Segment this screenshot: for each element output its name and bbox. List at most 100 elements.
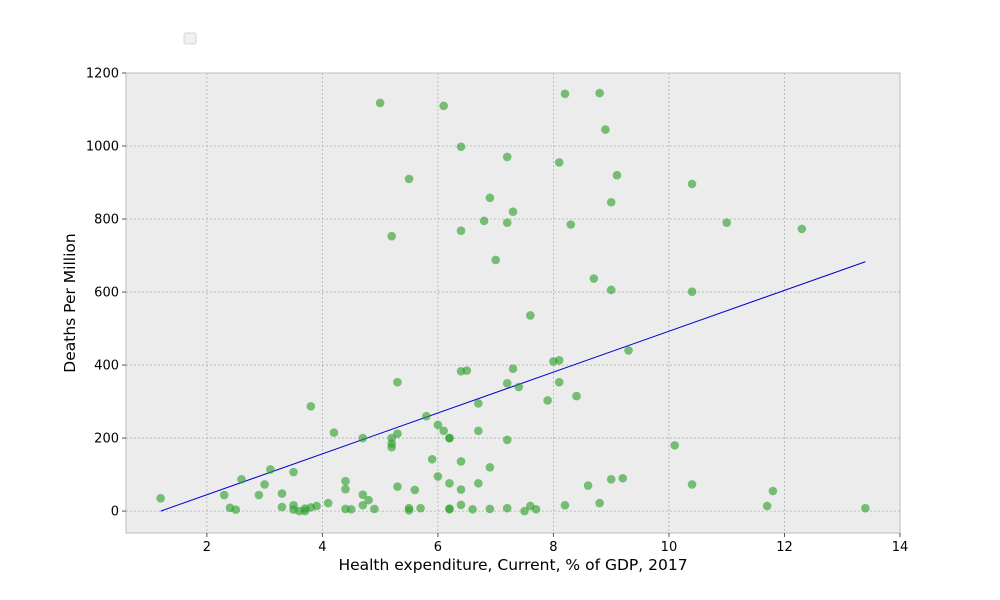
y-axis-label: Deaths Per Million	[61, 233, 79, 372]
data-point	[416, 503, 425, 513]
data-point	[410, 485, 420, 495]
data-point	[502, 503, 512, 513]
data-point	[554, 356, 564, 365]
data-point	[260, 480, 269, 489]
data-point	[358, 490, 368, 499]
data-point	[393, 429, 402, 438]
data-point	[491, 255, 500, 265]
data-points	[156, 88, 870, 516]
data-point	[387, 442, 397, 452]
data-point	[323, 498, 333, 508]
x-ticks: 2 4 6 8 10 12 14	[203, 533, 908, 555]
data-point	[445, 479, 454, 488]
data-point	[364, 495, 373, 505]
data-point	[606, 475, 616, 484]
data-point	[468, 504, 477, 514]
data-point	[404, 506, 414, 515]
data-point	[219, 490, 229, 500]
data-point	[370, 504, 379, 514]
data-point	[566, 220, 576, 229]
data-point	[433, 472, 443, 481]
data-point	[560, 89, 570, 99]
data-point	[277, 502, 287, 512]
data-point	[456, 226, 466, 236]
data-point	[445, 504, 454, 514]
data-point	[687, 287, 697, 296]
data-point	[502, 379, 512, 388]
data-point	[433, 420, 443, 430]
x-axis-label: Health expenditure, Current, % of GDP, 2…	[338, 556, 687, 574]
data-point	[254, 490, 264, 500]
data-point	[485, 462, 495, 472]
x-tick-label: 8	[549, 540, 557, 555]
data-point	[462, 366, 472, 375]
data-point	[554, 377, 564, 387]
data-point	[306, 402, 316, 411]
data-point	[474, 399, 483, 408]
data-point	[618, 473, 628, 483]
data-point	[289, 467, 298, 477]
legend-box	[183, 32, 197, 45]
y-tick-label: 1000	[86, 140, 119, 155]
data-point	[612, 170, 622, 180]
data-point	[514, 382, 524, 392]
data-point	[589, 274, 599, 283]
data-point	[387, 231, 397, 241]
data-point	[520, 506, 529, 516]
regression-line	[160, 261, 866, 512]
data-point	[606, 285, 616, 295]
data-point	[427, 454, 437, 464]
data-point	[456, 142, 466, 152]
data-point	[439, 426, 448, 436]
data-point	[341, 484, 350, 494]
data-point	[346, 504, 356, 514]
data-point	[502, 435, 512, 445]
data-point	[762, 501, 772, 511]
data-point	[543, 396, 552, 405]
data-point	[687, 179, 697, 189]
data-point	[312, 501, 321, 511]
data-point	[266, 465, 275, 474]
x-tick-label: 6	[434, 540, 442, 555]
data-point	[624, 346, 633, 355]
data-point	[531, 504, 541, 514]
data-point	[502, 152, 512, 162]
data-point	[861, 503, 870, 513]
data-point	[670, 441, 680, 450]
data-point	[439, 101, 448, 111]
data-point	[595, 88, 604, 98]
data-point	[474, 479, 483, 488]
data-point	[156, 494, 165, 503]
data-point	[560, 500, 570, 510]
data-point	[456, 485, 466, 494]
y-tick-label: 800	[94, 213, 119, 228]
data-point	[601, 125, 610, 134]
data-point	[687, 480, 697, 489]
data-point	[722, 218, 732, 227]
y-tick-label: 200	[94, 432, 119, 447]
data-point	[277, 489, 287, 498]
data-point	[393, 482, 402, 491]
data-point	[606, 197, 616, 207]
data-point	[768, 486, 778, 496]
data-point	[329, 428, 339, 437]
data-point	[485, 504, 495, 514]
data-point	[375, 98, 385, 108]
data-point	[572, 391, 581, 401]
regression-line-group	[160, 261, 866, 512]
data-point	[526, 311, 535, 320]
data-point	[479, 216, 489, 226]
y-tick-label: 400	[94, 359, 119, 374]
plot-background	[126, 73, 900, 533]
data-point	[508, 364, 518, 374]
data-point	[797, 224, 807, 234]
data-point	[583, 481, 593, 490]
y-tick-label: 1200	[86, 67, 119, 82]
data-point	[358, 500, 368, 510]
y-tick-label: 600	[94, 286, 119, 301]
y-tick-label: 0	[111, 505, 119, 520]
data-point	[456, 457, 466, 466]
data-point	[237, 475, 246, 484]
data-point	[404, 174, 414, 184]
data-point	[485, 193, 495, 203]
